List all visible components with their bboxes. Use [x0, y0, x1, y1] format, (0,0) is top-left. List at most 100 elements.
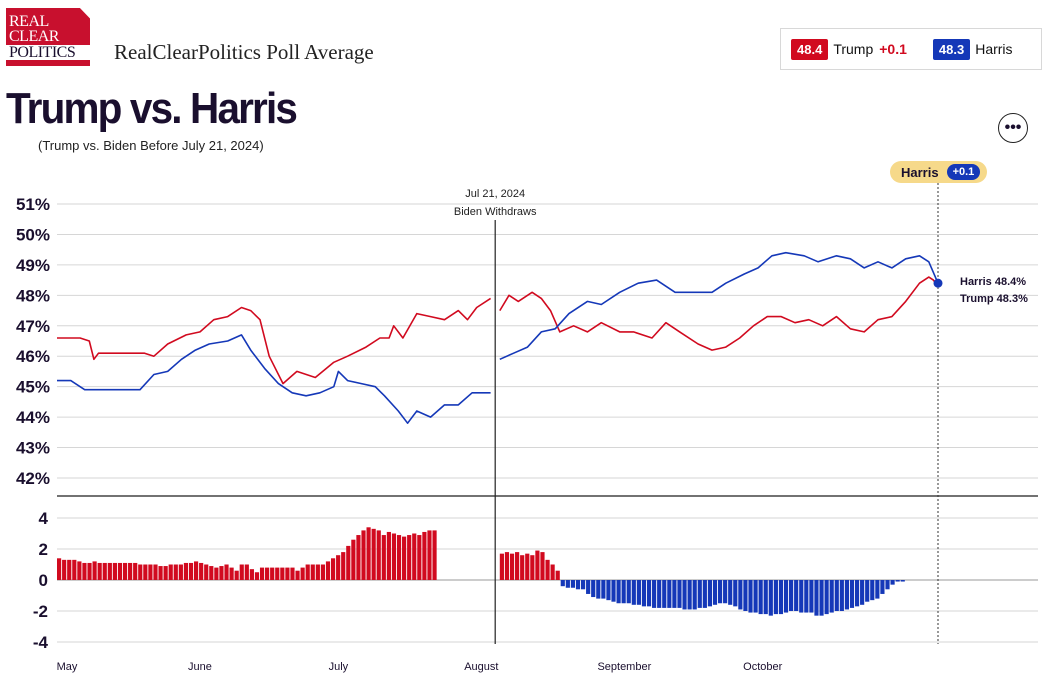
spread-bar [540, 552, 545, 580]
spread-bar [804, 580, 809, 613]
spread-bar [224, 564, 229, 580]
spread-bar [509, 553, 515, 580]
spread-bar [799, 580, 804, 613]
end-label-trump: Trump 48.3% [960, 293, 1028, 305]
spread-bar [82, 562, 87, 580]
spread-bar [499, 553, 504, 580]
spread-bar [72, 559, 77, 580]
y-tick-label: 45% [16, 378, 50, 397]
annotation-date: Jul 21, 2024 [465, 188, 525, 200]
spread-bar [412, 533, 417, 580]
spread-bar [515, 552, 520, 580]
spread-bar [62, 559, 67, 580]
spread-bar [229, 567, 234, 580]
spread-bar [768, 580, 773, 616]
annotation-label: Biden Withdraws [454, 206, 537, 218]
spread-bar [351, 539, 356, 580]
legend-harris-name: Harris [975, 41, 1013, 57]
spread-bar [692, 580, 697, 610]
spread-bar [290, 567, 295, 580]
spread-bar [890, 580, 895, 585]
spread-bar [525, 553, 530, 580]
spread-bar [870, 580, 875, 601]
spread-tick-label: 4 [39, 509, 49, 528]
spread-bar [295, 570, 300, 580]
spread-bar [67, 559, 72, 580]
spread-bar [254, 572, 260, 580]
spread-bar [305, 564, 310, 580]
spread-bar [743, 580, 748, 611]
spread-bar [376, 530, 381, 580]
spread-tick-label: -4 [33, 633, 49, 652]
y-tick-label: 48% [16, 286, 50, 305]
x-tick-label: July [329, 661, 349, 673]
spread-bar [183, 562, 189, 580]
spread-bar [707, 580, 713, 607]
spread-bar [356, 535, 361, 580]
spread-bar [520, 555, 525, 580]
spread-bar [723, 580, 728, 604]
spread-bar [92, 561, 97, 580]
spread-bar [417, 535, 422, 580]
spread-bar [128, 562, 133, 580]
legend-trump-name: Trump [833, 41, 874, 57]
spread-bar [586, 580, 591, 594]
page-subtitle: (Trump vs. Biden Before July 21, 2024) [38, 138, 264, 153]
spread-bar [702, 580, 707, 608]
spread-bar [361, 530, 366, 580]
y-tick-label: 42% [16, 469, 50, 488]
spread-bar [697, 580, 702, 608]
spread-bar [173, 564, 178, 580]
y-tick-label: 50% [16, 225, 50, 244]
spread-bar [366, 527, 371, 580]
spread-bar [427, 530, 432, 580]
spread-bar [895, 580, 900, 582]
y-tick-label: 49% [16, 256, 50, 275]
y-tick-label: 46% [16, 347, 50, 366]
spread-bar [209, 566, 214, 580]
more-options-button[interactable]: ••• [998, 113, 1028, 143]
spread-bar [265, 567, 270, 580]
spread-bar [885, 580, 890, 590]
spread-bar [193, 561, 199, 580]
spread-bar [285, 567, 290, 580]
spread-bar [270, 567, 275, 580]
spread-bar [315, 564, 320, 580]
spread-bar [611, 580, 616, 602]
spread-bar [682, 580, 687, 610]
x-tick-label: May [57, 661, 78, 673]
spread-bar [133, 562, 138, 580]
spread-bar [717, 580, 723, 604]
spread-bar [596, 580, 601, 599]
spread-bar [662, 580, 667, 608]
spread-bar [809, 580, 814, 613]
spread-bar [875, 580, 880, 599]
spread-bar [824, 580, 829, 615]
spread-bar [560, 580, 565, 587]
legend: 48.4 Trump +0.1 48.3 Harris [780, 28, 1042, 70]
spread-bar [575, 580, 581, 590]
spread-bar [626, 580, 631, 604]
spread-bar [320, 564, 326, 580]
spread-bar [652, 580, 657, 608]
spread-bar [672, 580, 677, 608]
spread-bar [97, 562, 102, 580]
spread-bar [591, 580, 596, 598]
y-tick-label: 51% [16, 195, 50, 214]
spread-bar [829, 580, 834, 613]
leader-change: +0.1 [946, 164, 981, 180]
spread-bar [641, 580, 647, 607]
spread-bar [601, 580, 606, 599]
spread-bar [865, 580, 870, 602]
spread-bar [219, 566, 224, 580]
spread-bar [728, 580, 733, 605]
spread-bar [738, 580, 743, 610]
spread-bar [396, 535, 402, 580]
spread-bar [57, 558, 62, 580]
end-label-harris: Harris 48.4% [960, 276, 1026, 288]
spread-bar [819, 580, 824, 616]
spread-bar [381, 535, 386, 580]
spread-bar [158, 566, 163, 580]
spread-bar [789, 580, 794, 611]
spread-bar [117, 562, 123, 580]
